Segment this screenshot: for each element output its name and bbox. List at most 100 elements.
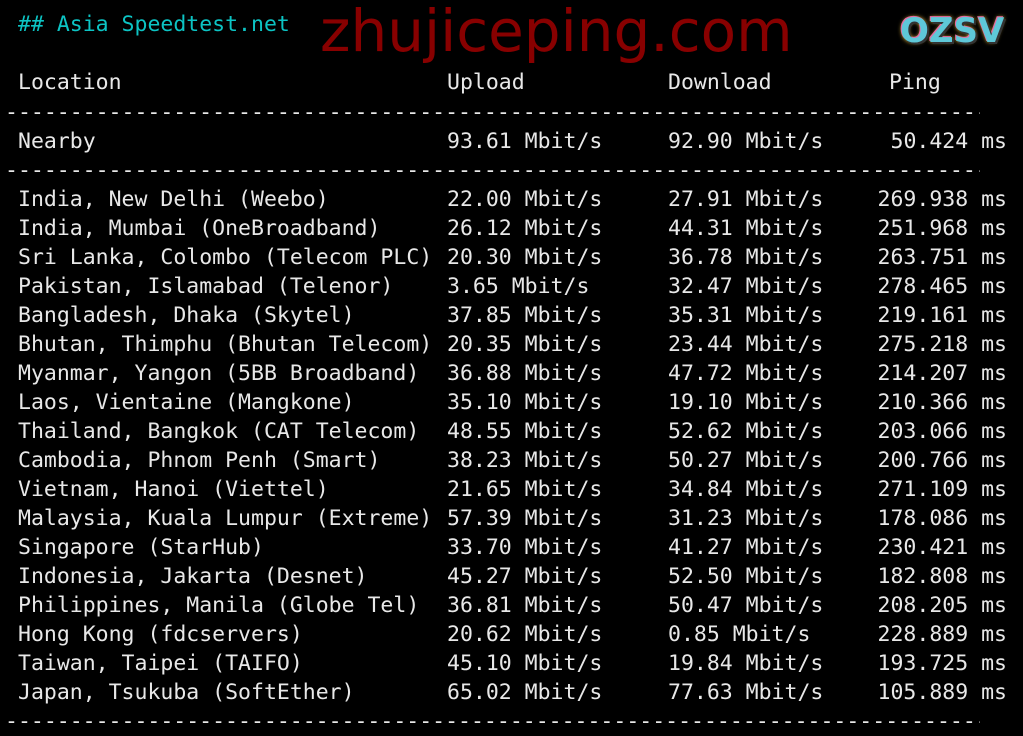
upload: 38.23 Mbit/s (447, 448, 603, 473)
location: Taiwan, Taipei (TAIFO) (18, 651, 303, 676)
table-row: Taiwan, Taipei (TAIFO) 45.10 Mbit/s 19.84 … (5, 649, 1023, 678)
ping: 50.424 ms (890, 129, 1008, 154)
download: 19.84 Mbit/s (668, 651, 824, 676)
ping: 269.938 ms (877, 187, 1007, 212)
upload: 20.35 Mbit/s (447, 332, 603, 357)
title-text: ## Asia Speedtest.net (18, 12, 290, 37)
upload: 65.02 Mbit/s (447, 680, 603, 705)
ping: 105.889 ms (877, 680, 1007, 705)
download: 77.63 Mbit/s (668, 680, 824, 705)
divider: ----------------------------------------… (5, 100, 980, 125)
location: Bhutan, Thimphu (Bhutan Telecom) (18, 332, 433, 357)
ping: 200.766 ms (877, 448, 1007, 473)
download: 52.50 Mbit/s (668, 564, 824, 589)
upload: 33.70 Mbit/s (447, 535, 603, 560)
download: 44.31 Mbit/s (668, 216, 824, 241)
download: 50.47 Mbit/s (668, 593, 824, 618)
table-row: Hong Kong (fdcservers) 20.62 Mbit/s 0.85 M… (5, 620, 1023, 649)
location: Bangladesh, Dhaka (Skytel) (18, 303, 355, 328)
upload: 3.65 Mbit/s (447, 274, 590, 299)
location: India, Mumbai (OneBroadband) (18, 216, 381, 241)
ping: 275.218 ms (877, 332, 1007, 357)
table-row: Thailand, Bangkok (CAT Telecom) 48.55 Mbi… (5, 417, 1023, 446)
location: Japan, Tsukuba (SoftEther) (18, 680, 355, 705)
download: 27.91 Mbit/s (668, 187, 824, 212)
upload: 45.27 Mbit/s (447, 564, 603, 589)
upload: 48.55 Mbit/s (447, 419, 603, 444)
table-header: Location Upload Download Ping (5, 68, 1023, 97)
upload: 45.10 Mbit/s (447, 651, 603, 676)
nearby-row: Nearby 93.61 Mbit/s 92.90 Mbit/s 50.424 … (5, 127, 1023, 156)
ping: 228.889 ms (877, 622, 1007, 647)
table-row: Singapore (StarHub) 33.70 Mbit/s 41.27 Mbi… (5, 533, 1023, 562)
table-row: India, New Delhi (Weebo) 22.00 Mbit/s 27.9… (5, 185, 1023, 214)
location: Malaysia, Kuala Lumpur (Extreme) (18, 506, 433, 531)
download: 36.78 Mbit/s (668, 245, 824, 270)
ping: 203.066 ms (877, 419, 1007, 444)
download: 19.10 Mbit/s (668, 390, 824, 415)
location: Hong Kong (fdcservers) (18, 622, 303, 647)
upload: 21.65 Mbit/s (447, 477, 603, 502)
ping: 263.751 ms (877, 245, 1007, 270)
table-row: Pakistan, Islamabad (Telenor) 3.65 Mbit/s… (5, 272, 1023, 301)
location: Cambodia, Phnom Penh (Smart) (18, 448, 381, 473)
download: 92.90 Mbit/s (668, 129, 824, 154)
download: 23.44 Mbit/s (668, 332, 824, 357)
table-row: Japan, Tsukuba (SoftEther) 65.02 Mbit/s 77… (5, 678, 1023, 707)
divider: ----------------------------------------… (5, 158, 980, 183)
download: 34.84 Mbit/s (668, 477, 824, 502)
table-row: Vietnam, Hanoi (Viettel) 21.65 Mbit/s 34.8… (5, 475, 1023, 504)
location: Nearby (18, 129, 96, 154)
ping: 230.421 ms (877, 535, 1007, 560)
upload: 26.12 Mbit/s (447, 216, 603, 241)
upload: 57.39 Mbit/s (447, 506, 603, 531)
ping: 219.161 ms (877, 303, 1007, 328)
ping: 210.366 ms (877, 390, 1007, 415)
table-row: Indonesia, Jakarta (Desnet) 45.27 Mbit/s 5… (5, 562, 1023, 591)
location: India, New Delhi (Weebo) (18, 187, 329, 212)
location: Indonesia, Jakarta (Desnet) (18, 564, 368, 589)
header-location: Location (18, 70, 122, 95)
ping: 251.968 ms (877, 216, 1007, 241)
upload: 36.88 Mbit/s (447, 361, 603, 386)
ping: 182.808 ms (877, 564, 1007, 589)
ping: 278.465 ms (877, 274, 1007, 299)
ping: 271.109 ms (877, 477, 1007, 502)
location: Thailand, Bangkok (CAT Telecom) (18, 419, 420, 444)
ping: 178.086 ms (877, 506, 1007, 531)
download: 41.27 Mbit/s (668, 535, 824, 560)
table-row: Myanmar, Yangon (5BB Broadband) 36.88 Mbi… (5, 359, 1023, 388)
location: Laos, Vientaine (Mangkone) (18, 390, 355, 415)
upload: 37.85 Mbit/s (447, 303, 603, 328)
header-ping: Ping (889, 70, 941, 95)
header-download: Download (668, 70, 772, 95)
upload: 36.81 Mbit/s (447, 593, 603, 618)
download: 52.62 Mbit/s (668, 419, 824, 444)
upload: 93.61 Mbit/s (447, 129, 603, 154)
download: 0.85 Mbit/s (668, 622, 811, 647)
download: 31.23 Mbit/s (668, 506, 824, 531)
location: Myanmar, Yangon (5BB Broadband) (18, 361, 420, 386)
download: 47.72 Mbit/s (668, 361, 824, 386)
download: 35.31 Mbit/s (668, 303, 824, 328)
ping: 214.207 ms (877, 361, 1007, 386)
upload: 22.00 Mbit/s (447, 187, 603, 212)
location: Philippines, Manila (Globe Tel) (18, 593, 420, 618)
ozsv-logo: OZSV (900, 11, 1005, 51)
section-title: ## Asia Speedtest.net (5, 10, 1023, 39)
table-row: India, Mumbai (OneBroadband) 26.12 Mbit/s… (5, 214, 1023, 243)
location: Vietnam, Hanoi (Viettel) (18, 477, 329, 502)
download: 50.27 Mbit/s (668, 448, 824, 473)
ping: 193.725 ms (877, 651, 1007, 676)
table-row: Sri Lanka, Colombo (Telecom PLC) 20.30 Mb… (5, 243, 1023, 272)
table-row: Laos, Vientaine (Mangkone) 35.10 Mbit/s 19… (5, 388, 1023, 417)
divider: ----------------------------------------… (5, 709, 980, 734)
table-row: Malaysia, Kuala Lumpur (Extreme) 57.39 Mb… (5, 504, 1023, 533)
table-row: Bangladesh, Dhaka (Skytel) 37.85 Mbit/s 35… (5, 301, 1023, 330)
location: Pakistan, Islamabad (Telenor) (18, 274, 394, 299)
table-row: Philippines, Manila (Globe Tel) 36.81 Mbi… (5, 591, 1023, 620)
download: 32.47 Mbit/s (668, 274, 824, 299)
header-upload: Upload (447, 70, 525, 95)
location: Sri Lanka, Colombo (Telecom PLC) (18, 245, 433, 270)
table-row: Bhutan, Thimphu (Bhutan Telecom) 20.35 Mb… (5, 330, 1023, 359)
